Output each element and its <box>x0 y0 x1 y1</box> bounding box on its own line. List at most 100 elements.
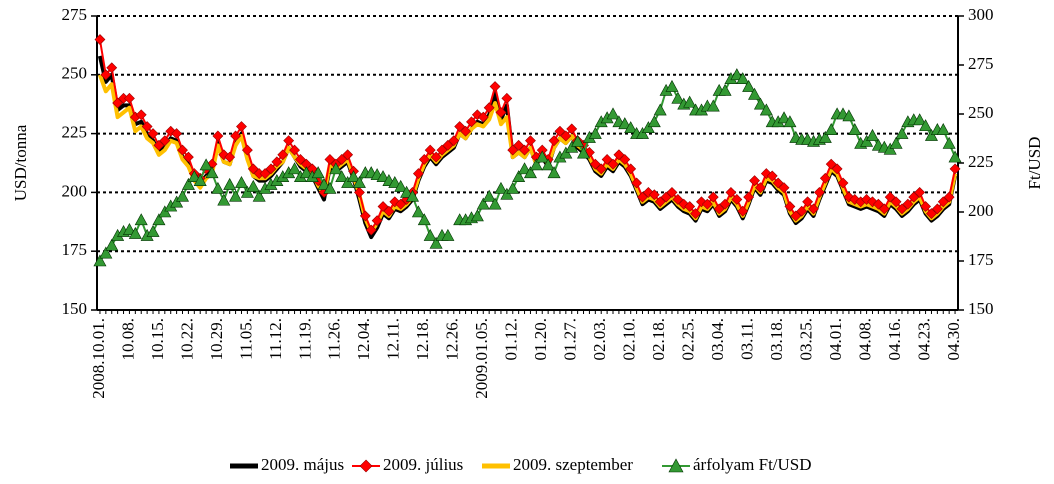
marker <box>240 185 254 198</box>
marker <box>541 158 555 171</box>
marker <box>365 224 377 236</box>
marker <box>147 128 159 140</box>
marker <box>606 107 620 120</box>
marker <box>283 135 295 147</box>
marker <box>924 128 938 141</box>
marker <box>411 205 425 218</box>
marker <box>519 144 530 156</box>
marker <box>931 203 943 215</box>
legend-label: 2009. szeptember <box>513 455 633 474</box>
marker <box>193 174 207 186</box>
marker <box>778 182 790 194</box>
marker <box>489 81 501 92</box>
marker <box>417 213 431 226</box>
marker <box>707 191 719 203</box>
marker <box>454 121 466 132</box>
marker <box>501 92 513 104</box>
marker <box>936 123 950 135</box>
marker <box>843 191 855 203</box>
x-tick-label: 02.10. <box>620 318 639 361</box>
x-tick-label: 04.23. <box>914 318 933 361</box>
marker <box>494 181 508 194</box>
marker <box>99 246 113 259</box>
marker <box>482 189 496 202</box>
marker <box>289 144 300 156</box>
marker <box>595 163 607 175</box>
marker <box>865 128 879 141</box>
marker <box>429 236 443 249</box>
marker <box>601 154 613 165</box>
marker <box>405 189 420 202</box>
marker <box>182 151 194 163</box>
marker <box>641 121 655 134</box>
marker <box>388 175 402 188</box>
marker <box>241 144 253 156</box>
marker <box>495 107 507 118</box>
marker <box>759 103 773 116</box>
marker <box>146 224 160 237</box>
marker <box>784 201 796 212</box>
marker <box>554 125 566 137</box>
marker <box>477 111 489 123</box>
marker <box>560 130 572 142</box>
marker <box>483 102 495 114</box>
marker <box>625 163 637 175</box>
marker <box>701 198 713 210</box>
marker <box>824 123 838 135</box>
marker <box>908 191 920 203</box>
x-tick-label: 12.11. <box>384 318 403 360</box>
x-tick-label: 01.12. <box>502 318 521 361</box>
marker <box>902 198 914 210</box>
y2-tick-label: 175 <box>968 250 994 269</box>
marker <box>589 158 601 170</box>
marker <box>128 226 142 239</box>
marker <box>223 177 237 190</box>
marker <box>772 177 784 189</box>
marker <box>943 191 955 203</box>
marker <box>389 196 401 208</box>
marker <box>884 191 896 203</box>
marker <box>252 189 266 202</box>
marker <box>211 181 225 194</box>
marker <box>671 91 685 104</box>
marker <box>436 144 448 156</box>
marker <box>400 185 414 198</box>
marker <box>100 69 112 81</box>
marker <box>359 459 373 473</box>
marker <box>423 228 437 241</box>
marker <box>507 144 519 156</box>
marker <box>631 177 643 189</box>
marker <box>920 201 931 212</box>
y2-tick-label: 225 <box>968 152 994 171</box>
marker <box>742 79 756 92</box>
marker <box>790 210 802 222</box>
y-tick-label: 150 <box>62 299 88 318</box>
marker <box>122 223 136 235</box>
marker <box>317 177 331 190</box>
marker <box>288 162 302 175</box>
x-tick-label: 10.08. <box>118 318 137 361</box>
y2-tick-label: 300 <box>968 5 994 24</box>
x-tick-label: 04.16. <box>885 318 904 361</box>
x-tick-label: 10.15. <box>148 318 167 361</box>
marker <box>93 254 107 267</box>
marker <box>736 72 750 85</box>
marker <box>212 130 224 142</box>
marker <box>872 198 884 210</box>
marker <box>748 87 762 100</box>
marker <box>94 34 106 45</box>
marker <box>271 156 283 168</box>
marker <box>347 170 361 183</box>
x-tick-label: 02.18. <box>649 318 668 361</box>
x-tick-label: 01.20. <box>531 318 550 361</box>
marker <box>488 197 502 210</box>
x-tick-label: 12.18. <box>413 318 432 361</box>
marker <box>324 154 336 165</box>
marker <box>525 135 536 147</box>
marker <box>394 179 408 192</box>
y2-tick-label: 250 <box>968 103 994 122</box>
x-tick-label: 02.03. <box>590 318 609 361</box>
marker <box>818 130 832 143</box>
marker <box>354 186 365 198</box>
marker <box>170 195 184 208</box>
